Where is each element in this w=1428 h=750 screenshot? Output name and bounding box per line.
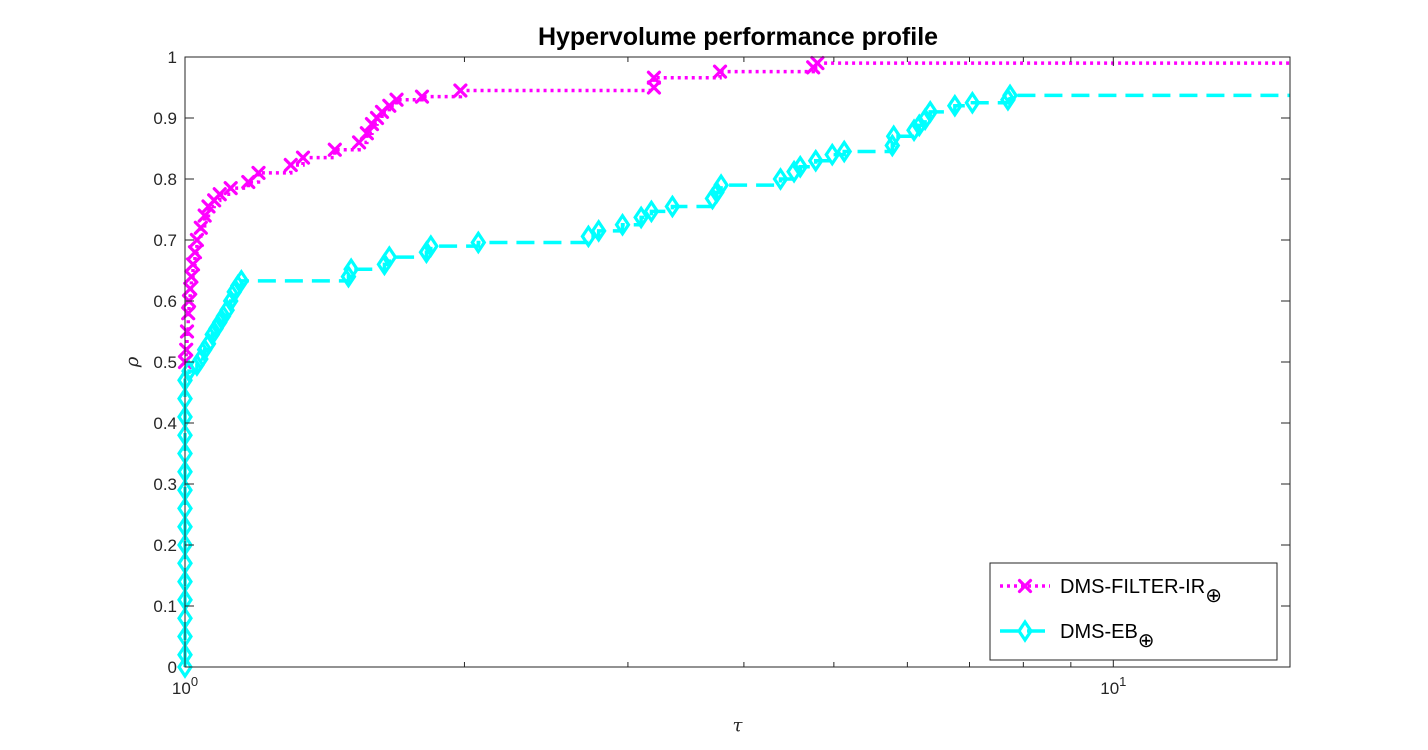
data-point [911,113,928,138]
legend-entry-1: DMS-FILTER-IR⊕ [1000,576,1222,607]
data-point [453,83,468,98]
y-tick-label: 0.3 [153,475,177,494]
data-point [196,337,213,362]
data-point [614,212,631,237]
data-point [772,167,789,191]
data-point [184,269,199,284]
data-point [807,148,824,173]
data-point [836,139,853,164]
data-point [964,90,981,115]
data-point [183,281,198,296]
data-point [343,257,360,282]
axes-layer: 0 0.1 0.2 0.3 0.4 0.5 0.6 0.7 0.8 0.9 1 100 101 [153,48,1291,698]
data-point [229,273,246,298]
series-line [184,61,1290,364]
y-tick-label: 0.9 [153,109,177,128]
data-point [786,159,802,184]
data-point [189,232,205,248]
y-tick-label: 0.8 [153,170,177,189]
data-point [422,234,439,258]
data-point [646,70,662,85]
legend-box [989,562,1278,661]
data-point [646,80,662,95]
data-point [712,64,728,79]
data-point [187,245,203,260]
y-tick-label: 1 [168,48,177,67]
data-point [208,316,224,341]
y-tick-label: 0.6 [153,292,177,311]
data-point [295,150,311,165]
data-point [906,118,922,143]
y-tick-label: 0.1 [153,597,177,616]
data-point [185,257,201,272]
data-point [633,205,650,230]
data-point [359,126,374,141]
data-point [204,322,221,347]
data-point [810,56,825,71]
data-point [824,142,841,167]
data-point [211,310,228,335]
data-point [922,100,939,124]
data-point [414,89,430,104]
data-point [376,252,393,277]
y-axis-label: ρ [122,356,143,368]
data-point [713,173,730,197]
legend-label: DMS-EB⊕ [1060,621,1155,652]
series-layer [177,56,1290,679]
data-point [223,181,238,196]
data-point [179,324,195,339]
data-point [215,304,232,329]
data-point [233,268,250,293]
data-point [381,245,398,269]
data-point [792,154,809,179]
data-point [226,279,243,304]
legend-marker-swatch [1017,578,1033,594]
data-point [418,240,435,265]
legend-entry-2: DMS-EB⊕ [1000,619,1155,652]
data-point [664,194,681,219]
series-2 [177,83,1290,679]
y-tick-label: 0 [168,658,177,677]
data-point [917,107,934,132]
data-point [197,208,212,223]
data-point [1002,83,1018,108]
data-point [946,93,963,118]
y-tick-label: 0.7 [153,231,177,250]
data-point [179,342,194,357]
y-tick-label: 0.4 [153,414,177,433]
data-point [177,655,193,679]
data-point [251,165,266,180]
chart-title: Hypervolume performance profile [538,23,938,51]
data-point [193,220,208,235]
legend-label: DMS-FILTER-IR⊕ [1060,576,1222,607]
data-point [283,157,298,173]
legend: DMS-FILTER-IR⊕ DMS-EB⊕ [989,562,1278,661]
x-tick-label: 101 [1100,674,1126,698]
legend-marker-swatch [1017,619,1033,643]
data-point [885,124,902,149]
data-point [704,186,721,211]
y-tick-label: 0.5 [153,353,177,372]
data-point [212,187,227,202]
data-point [708,180,725,205]
data-point [590,218,607,243]
x-axis-label: τ [733,715,744,736]
data-point [327,142,342,157]
x-tick-label: 100 [172,674,198,698]
data-point [389,92,404,107]
data-point [643,199,660,224]
y-tick-label: 0.2 [153,536,177,555]
data-point [470,230,487,255]
